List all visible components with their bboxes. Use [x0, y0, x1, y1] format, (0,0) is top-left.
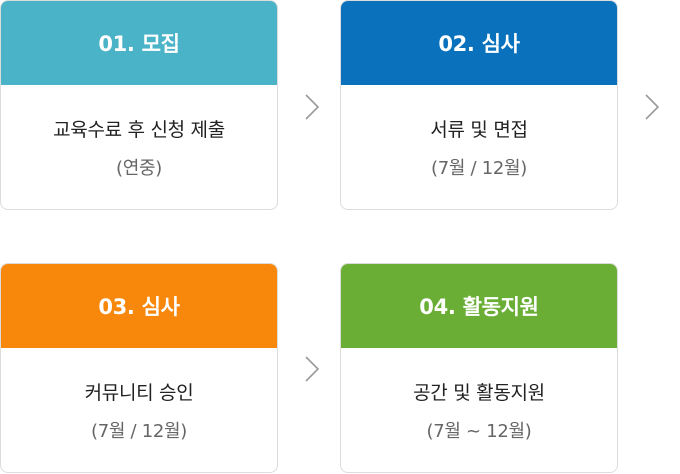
- step-1-body: 교육수료 후 신청 제출 (연중): [1, 85, 277, 209]
- step-3-title: 커뮤니티 승인: [84, 381, 194, 404]
- step-1-title: 교육수료 후 신청 제출: [53, 118, 225, 141]
- step-card-4: 04. 활동지원 공간 및 활동지원 (7월 ~ 12월): [340, 263, 618, 473]
- step-4-header: 04. 활동지원: [341, 264, 617, 348]
- step-2-title: 서류 및 면접: [430, 118, 528, 141]
- step-1-header: 01. 모집: [1, 1, 277, 85]
- step-3-period: (7월 / 12월): [90, 420, 188, 442]
- step-card-3: 03. 심사 커뮤니티 승인 (7월 / 12월): [0, 263, 278, 473]
- step-card-1: 01. 모집 교육수료 후 신청 제출 (연중): [0, 0, 278, 210]
- step-1-period: (연중): [116, 157, 162, 179]
- step-4-body: 공간 및 활동지원 (7월 ~ 12월): [341, 348, 617, 472]
- step-2-period: (7월 / 12월): [430, 157, 528, 179]
- step-4-title: 공간 및 활동지원: [413, 381, 545, 404]
- step-card-2: 02. 심사 서류 및 면접 (7월 / 12월): [340, 0, 618, 210]
- step-3-body: 커뮤니티 승인 (7월 / 12월): [1, 348, 277, 472]
- chevron-right-icon: [305, 356, 320, 382]
- step-2-body: 서류 및 면접 (7월 / 12월): [341, 85, 617, 209]
- chevron-right-icon: [645, 94, 660, 120]
- step-2-header: 02. 심사: [341, 1, 617, 85]
- chevron-right-icon: [305, 94, 320, 120]
- step-4-period: (7월 ~ 12월): [426, 420, 532, 442]
- step-3-header: 03. 심사: [1, 264, 277, 348]
